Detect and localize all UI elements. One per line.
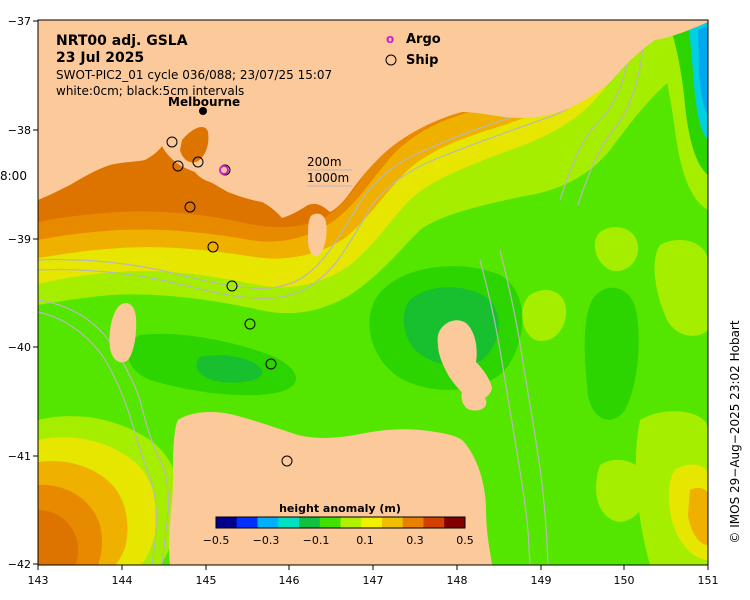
colorbar: height anomaly (m) −0.5 −0.3 −0.1 0.1 0.… <box>203 502 474 547</box>
colorbar-cell <box>278 517 300 528</box>
x-tick-label: 146 <box>279 574 300 587</box>
ship-legend-label: Ship <box>406 53 438 68</box>
ship-legend-symbol <box>385 54 397 66</box>
ship-marker <box>172 160 184 172</box>
y-tick-label: −38 <box>8 124 31 137</box>
colorbar-frame <box>215 516 466 529</box>
x-tick-label: 145 <box>196 574 217 587</box>
melbourne-marker <box>199 107 207 115</box>
x-axis-labels: 143 144 145 146 147 148 149 150 151 <box>28 574 719 587</box>
colorbar-cell <box>402 517 424 528</box>
y-tick-label: −41 <box>8 450 31 463</box>
ship-marker <box>166 136 178 148</box>
colorbar-cell <box>216 517 238 528</box>
colorbar-tick-labels: −0.5 −0.3 −0.1 0.1 0.3 0.5 <box>203 534 474 547</box>
gsla-patch-green-east <box>584 287 639 420</box>
land-king-island <box>109 303 137 363</box>
argo-legend-label: Argo <box>406 32 441 47</box>
ship-marker <box>192 156 204 168</box>
ship-marker <box>226 280 238 292</box>
colorbar-cell <box>299 517 321 528</box>
land-cape-barren <box>461 390 487 411</box>
colorbar-cell <box>382 517 404 528</box>
y-tick-label: −39 <box>8 233 31 246</box>
melbourne-label: Melbourne <box>168 95 240 109</box>
gsla-patch-yg-3 <box>654 240 708 336</box>
x-tick-label: 150 <box>614 574 635 587</box>
colorbar-cells <box>216 517 466 528</box>
gsla-band-blue-ne <box>698 25 708 115</box>
x-tick-label: 144 <box>112 574 133 587</box>
argo-float-marker <box>219 165 229 175</box>
isobath-1000m-label: 1000m <box>307 171 349 185</box>
colorbar-tick-label: −0.1 <box>303 534 330 547</box>
ship-marker <box>265 358 277 370</box>
gsla-patch-yg-4 <box>596 459 647 522</box>
argo-legend-symbol: o <box>386 32 394 46</box>
title-line4: white:0cm; black:5cm intervals <box>56 84 244 98</box>
ship-marker <box>184 201 196 213</box>
isobath-200m-label: 200m <box>307 155 342 169</box>
colorbar-tick-label: 0.5 <box>456 534 474 547</box>
colorbar-tick-label: −0.3 <box>253 534 280 547</box>
x-axis <box>37 565 709 570</box>
colorbar-cell <box>340 517 362 528</box>
time-stub-label: 8:00 <box>0 169 27 183</box>
colorbar-cell <box>257 517 279 528</box>
credit-text: © IMOS 29−Aug−2025 23:02 Hobart <box>728 320 742 543</box>
title-line1: NRT00 adj. GSLA <box>56 33 188 49</box>
colorbar-cell <box>444 517 466 528</box>
gsla-patch-orange-se <box>688 487 708 545</box>
land-victoria <box>38 20 708 218</box>
gsla-band-green-dark-west <box>196 355 263 383</box>
x-tick-label: 151 <box>698 574 719 587</box>
gsla-patch-yg-1 <box>522 290 567 341</box>
colorbar-cell <box>319 517 341 528</box>
colorbar-cell <box>236 517 258 528</box>
y-axis <box>33 20 38 565</box>
map-field <box>38 20 708 565</box>
ship-marker <box>244 318 256 330</box>
land-flinders-island <box>437 320 492 400</box>
gsla-band-orange-deep-sw <box>38 510 79 565</box>
x-tick-label: 143 <box>28 574 49 587</box>
x-tick-label: 147 <box>363 574 384 587</box>
colorbar-title: height anomaly (m) <box>279 502 401 515</box>
land-wilsons-prom <box>308 213 327 257</box>
colorbar-tick-label: −0.5 <box>203 534 230 547</box>
x-tick-label: 149 <box>531 574 552 587</box>
isobath-lines <box>38 20 646 565</box>
gsla-patch-yg-2 <box>594 227 639 272</box>
y-tick-label: −40 <box>8 341 31 354</box>
x-tick-label: 148 <box>447 574 468 587</box>
ship-marker <box>207 241 219 253</box>
title-line2: 23 Jul 2025 <box>56 50 144 66</box>
y-axis-labels: −37 −38 −39 −40 −41 −42 <box>8 15 31 571</box>
title-line3: SWOT-PIC2_01 cycle 036/088; 23/07/25 15:… <box>56 68 332 82</box>
ship-marker <box>281 455 293 467</box>
colorbar-cell <box>361 517 383 528</box>
colorbar-tick-label: 0.1 <box>356 534 374 547</box>
title-block: NRT00 adj. GSLA 23 Jul 2025 SWOT-PIC2_01… <box>56 33 332 98</box>
colorbar-cell <box>423 517 445 528</box>
y-tick-label: −37 <box>8 15 31 28</box>
symbol-legend: o Argo Ship <box>385 32 441 68</box>
water-port-phillip <box>180 126 209 163</box>
y-tick-label: −42 <box>8 558 31 571</box>
isobath-legend: 200m 1000m <box>307 155 352 187</box>
colorbar-tick-label: 0.3 <box>406 534 424 547</box>
